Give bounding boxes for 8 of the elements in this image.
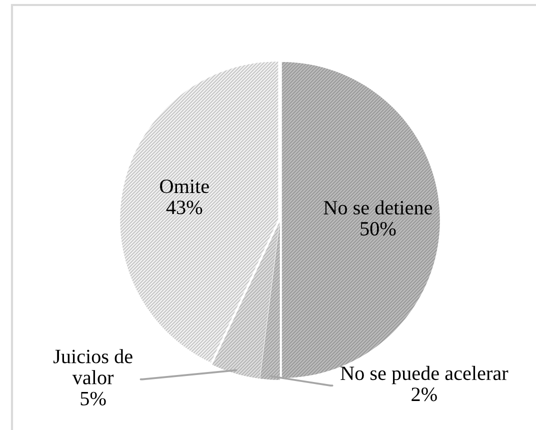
data-label: 5% (80, 392, 106, 406)
data-label: 50% (360, 222, 396, 236)
slice-label: Juicios de valor (53, 349, 132, 384)
slice-label: No se puede acelerar (340, 366, 508, 384)
slice-label: No se detiene (324, 200, 432, 215)
slice-label: Omite (160, 180, 209, 194)
data-label: 2% (412, 388, 437, 402)
data-label: 43% (166, 200, 202, 214)
